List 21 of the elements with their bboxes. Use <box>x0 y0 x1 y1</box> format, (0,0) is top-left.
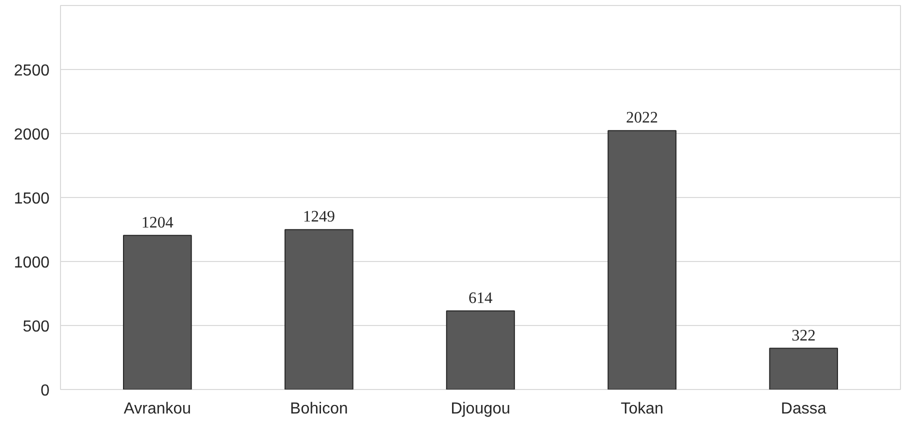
data-label: 1249 <box>302 208 335 226</box>
y-tick-label: 0 <box>40 382 50 400</box>
bar <box>608 130 676 390</box>
data-label: 614 <box>468 290 492 307</box>
y-tick-label: 2500 <box>14 62 50 80</box>
y-tick-label: 1500 <box>14 190 50 208</box>
bar <box>446 310 515 390</box>
y-tick-label: 2000 <box>14 126 50 144</box>
bar <box>284 229 354 390</box>
bar <box>769 348 838 390</box>
x-tick-label: Dassa <box>780 400 826 418</box>
x-tick-label: Djougou <box>450 400 510 418</box>
x-tick-label: Bohicon <box>290 400 348 418</box>
bar <box>123 234 192 390</box>
data-label: 322 <box>792 327 816 344</box>
x-tick-label: Tokan <box>620 400 664 418</box>
data-label: 1204 <box>141 214 174 232</box>
y-tick-label: 1000 <box>14 254 50 272</box>
x-tick-label: Avrankou <box>124 400 192 418</box>
data-label: 2022 <box>626 110 658 127</box>
y-tick-label: 500 <box>22 318 50 336</box>
